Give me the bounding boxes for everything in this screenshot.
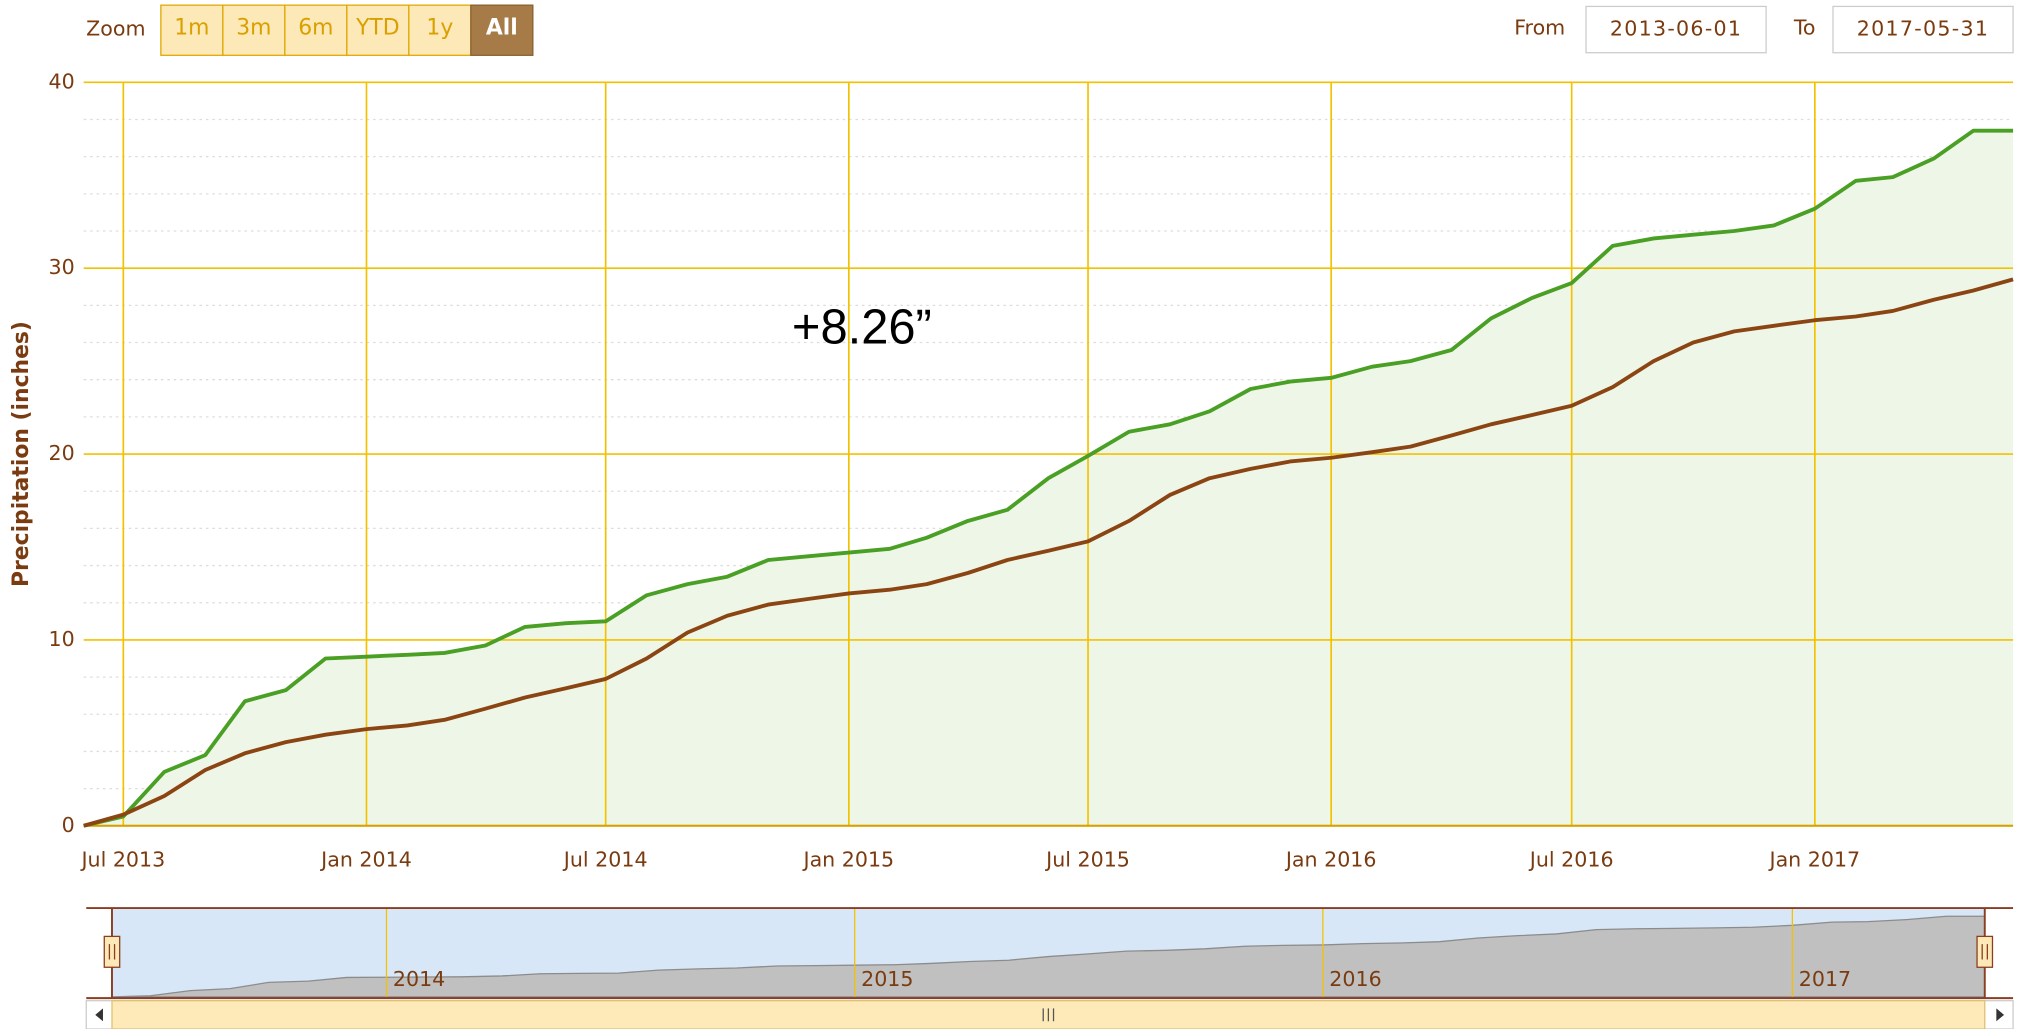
handle-grip bbox=[1981, 944, 1988, 960]
plot-area: 0 10 20 30 40 Jul 2013 Jan 2014 Jul 2014 Jan 201… bbox=[48, 69, 2014, 872]
to-value[interactable]: 2017-05-31 bbox=[1857, 17, 1989, 41]
scroll-left[interactable] bbox=[95, 1008, 103, 1022]
zoom-button[interactable] bbox=[408, 4, 472, 56]
x-tick-label: Jul 2013 bbox=[79, 848, 165, 872]
series-line bbox=[83, 128, 2014, 828]
to-input[interactable] bbox=[1832, 5, 2014, 54]
x-tick-label: Jul 2014 bbox=[562, 848, 648, 872]
navigator-handle[interactable] bbox=[1976, 935, 1994, 968]
from-label: From bbox=[1514, 15, 1565, 39]
navigator-handle[interactable] bbox=[103, 935, 121, 968]
y-tick-label: 0 bbox=[62, 813, 75, 837]
zoom-button-label[interactable]: 6m bbox=[298, 15, 333, 40]
x-tick-label: Jul 2016 bbox=[1528, 848, 1614, 872]
from-input[interactable] bbox=[1585, 5, 1767, 54]
x-tick-label: Jan 2016 bbox=[1284, 848, 1377, 872]
navigator-label: 2015 bbox=[861, 967, 913, 991]
y-tick-label: 10 bbox=[48, 627, 74, 651]
from-value[interactable]: 2013-06-01 bbox=[1610, 17, 1742, 41]
y-tick-label: 30 bbox=[48, 255, 74, 279]
to-label: To bbox=[1793, 15, 1816, 39]
x-tick-label: Jan 2017 bbox=[1768, 848, 1861, 872]
zoom-button[interactable] bbox=[160, 4, 224, 56]
zoom-button[interactable] bbox=[284, 4, 348, 56]
zoom-buttons: 1m 3m 6m YTD 1y All bbox=[160, 4, 534, 56]
series-line bbox=[83, 277, 2014, 828]
zoom-button-label[interactable]: 3m bbox=[236, 15, 271, 40]
zoom-button-label[interactable]: 1y bbox=[426, 15, 453, 40]
x-tick-label: Jan 2015 bbox=[802, 848, 895, 872]
x-tick-label: Jan 2014 bbox=[319, 848, 412, 872]
zoom-label: Zoom bbox=[86, 17, 145, 41]
y-tick-label: 20 bbox=[48, 441, 74, 465]
navigator-series bbox=[111, 915, 1986, 998]
zoom-button-label[interactable]: 1m bbox=[174, 15, 209, 40]
x-tick-label: Jul 2015 bbox=[1044, 848, 1130, 872]
annotation: +8.26” bbox=[792, 300, 932, 354]
navigator[interactable]: 2014 2015 2016 2017 bbox=[85, 907, 2014, 1029]
scrollbar-grip bbox=[1042, 1008, 1055, 1022]
zoom-button[interactable] bbox=[222, 4, 286, 56]
handle-grip bbox=[108, 944, 116, 960]
zoom-button-label[interactable]: YTD bbox=[355, 15, 400, 40]
navigator-label: 2014 bbox=[393, 967, 445, 991]
zoom-button[interactable] bbox=[470, 4, 534, 56]
navigator-label: 2016 bbox=[1329, 967, 1381, 991]
y-tick-label: 40 bbox=[48, 69, 74, 93]
navigator-label: 2017 bbox=[1799, 967, 1851, 991]
zoom-button-label[interactable]: All bbox=[486, 15, 518, 40]
scroll-right[interactable] bbox=[1996, 1008, 2005, 1022]
y-axis-title: Precipitation (inches) bbox=[9, 321, 34, 587]
